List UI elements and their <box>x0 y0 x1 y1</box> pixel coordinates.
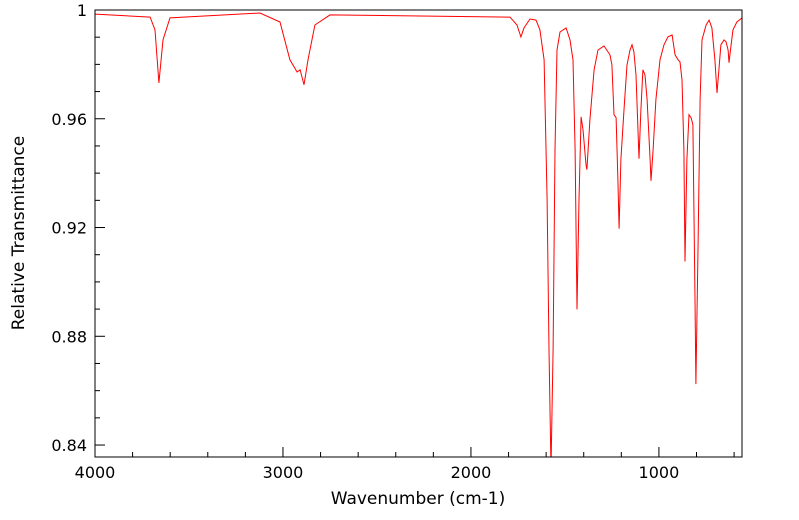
spectrum-line <box>95 12 742 457</box>
y-tick-label: 0.88 <box>51 327 87 346</box>
x-tick-label: 2000 <box>451 463 492 482</box>
tick-labels: 4000 3000 2000 1000 1 0.96 0.92 0.88 0.84 <box>51 1 679 482</box>
x-tick-label: 4000 <box>75 463 116 482</box>
y-tick-label: 0.92 <box>51 219 87 238</box>
y-tick-label: 0.96 <box>51 110 87 129</box>
axis-ticks <box>94 9 735 457</box>
y-axis-label: Relative Transmittance <box>9 136 29 331</box>
y-tick-label: 0.84 <box>51 436 87 455</box>
x-tick-label: 1000 <box>639 463 680 482</box>
x-tick-label: 3000 <box>263 463 304 482</box>
plot-frame <box>94 9 743 458</box>
y-tick-label: 1 <box>77 1 87 20</box>
x-axis-label: Wavenumber (cm-1) <box>331 489 506 509</box>
